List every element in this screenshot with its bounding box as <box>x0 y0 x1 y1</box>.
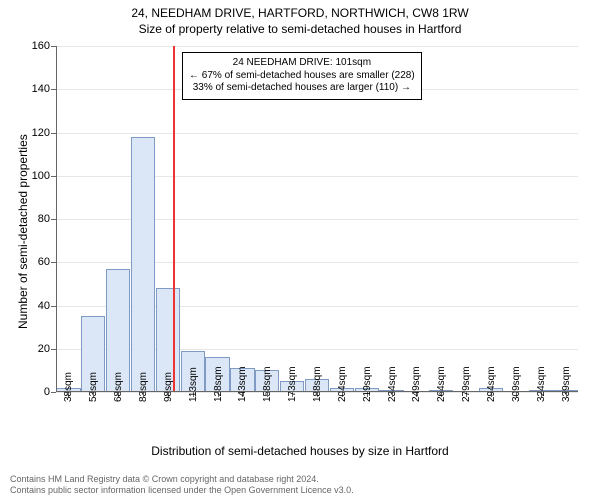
y-axis-line <box>56 46 57 392</box>
ytick-label: 160 <box>32 40 50 52</box>
xtick-label: 249sqm <box>411 366 422 402</box>
plot-area: 02040608010012014016038sqm53sqm68sqm83sq… <box>56 46 578 392</box>
xtick-label: 219sqm <box>362 366 373 402</box>
info-box-line: ← 67% of semi-detached houses are smalle… <box>189 70 415 83</box>
xtick-label: 204sqm <box>337 366 348 402</box>
footnote-line2: Contains public sector information licen… <box>10 485 354 496</box>
ytick-mark <box>51 392 56 393</box>
x-axis-line <box>56 391 578 392</box>
x-axis-label: Distribution of semi-detached houses by … <box>0 444 600 458</box>
ytick-label: 80 <box>38 213 50 225</box>
ytick-label: 140 <box>32 83 50 95</box>
chart-title-line1: 24, NEEDHAM DRIVE, HARTFORD, NORTHWICH, … <box>0 0 600 20</box>
gridline <box>56 46 578 47</box>
property-size-chart: 24, NEEDHAM DRIVE, HARTFORD, NORTHWICH, … <box>0 0 600 500</box>
xtick-label: 294sqm <box>486 366 497 402</box>
xtick-label: 53sqm <box>88 372 99 402</box>
xtick-label: 68sqm <box>113 372 124 402</box>
ytick-label: 100 <box>32 170 50 182</box>
xtick-label: 309sqm <box>511 366 522 402</box>
ytick-label: 20 <box>38 343 50 355</box>
xtick-label: 173sqm <box>287 366 298 402</box>
info-box-line: 24 NEEDHAM DRIVE: 101sqm <box>189 57 415 70</box>
footnote-line1: Contains HM Land Registry data © Crown c… <box>10 474 354 485</box>
ytick-label: 120 <box>32 127 50 139</box>
ytick-label: 60 <box>38 256 50 268</box>
property-marker-line <box>173 46 175 392</box>
xtick-label: 264sqm <box>436 366 447 402</box>
xtick-label: 38sqm <box>63 372 74 402</box>
chart-title-line2: Size of property relative to semi-detach… <box>0 20 600 36</box>
xtick-label: 128sqm <box>213 366 224 402</box>
xtick-label: 113sqm <box>188 367 199 402</box>
xtick-label: 324sqm <box>536 366 547 402</box>
gridline <box>56 133 578 134</box>
xtick-label: 158sqm <box>262 366 273 402</box>
ytick-label: 40 <box>38 300 50 312</box>
marker-info-box: 24 NEEDHAM DRIVE: 101sqm← 67% of semi-de… <box>182 52 422 100</box>
xtick-label: 143sqm <box>237 366 248 402</box>
y-axis-label: Number of semi-detached properties <box>16 134 30 329</box>
xtick-label: 234sqm <box>387 366 398 402</box>
ytick-label: 0 <box>44 386 50 398</box>
xtick-label: 188sqm <box>312 366 323 402</box>
histogram-bar <box>131 137 155 392</box>
info-box-line: 33% of semi-detached houses are larger (… <box>189 82 415 95</box>
xtick-label: 83sqm <box>138 372 149 402</box>
xtick-label: 339sqm <box>561 366 572 402</box>
xtick-label: 279sqm <box>461 366 472 402</box>
footnote: Contains HM Land Registry data © Crown c… <box>10 474 354 496</box>
